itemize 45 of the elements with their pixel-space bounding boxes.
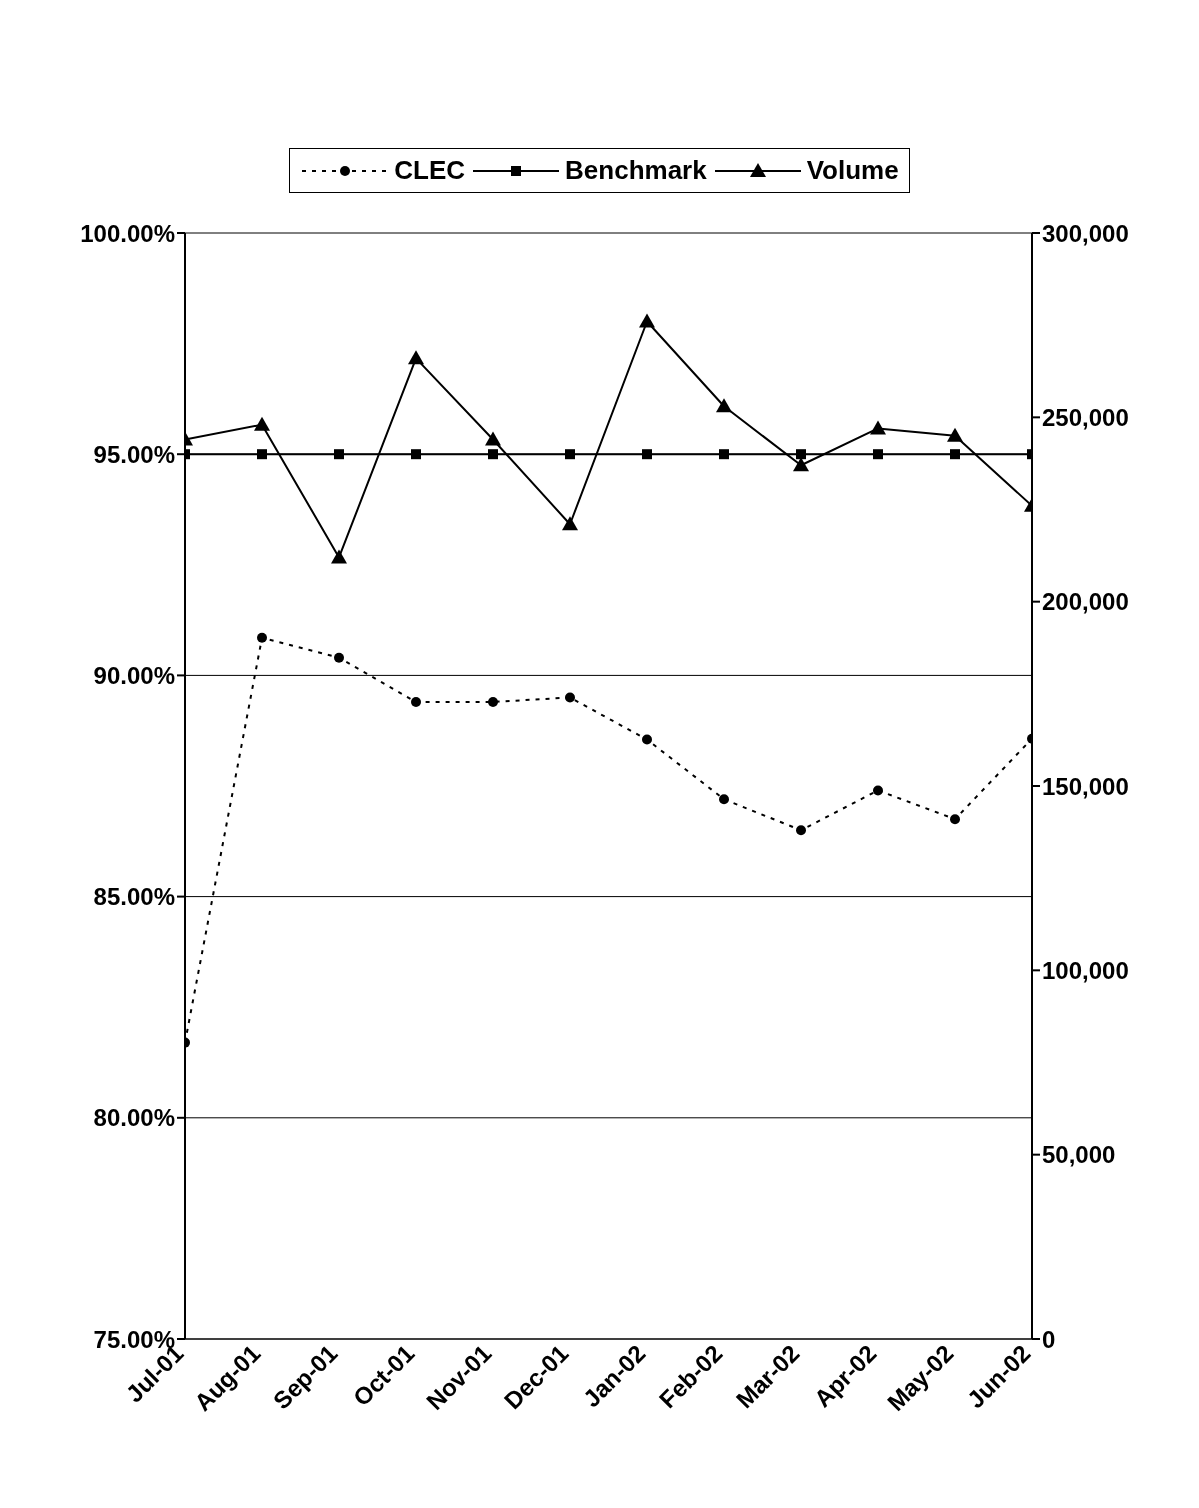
point: [488, 449, 498, 460]
point: [870, 420, 886, 435]
point: [642, 449, 652, 460]
y2-tick-label: 250,000: [1042, 403, 1129, 431]
point: [719, 794, 729, 805]
point: [873, 785, 883, 796]
y-tick-label: 85.00%: [93, 883, 175, 911]
point: [716, 398, 732, 413]
y-tick-label: 80.00%: [93, 1104, 175, 1132]
legend-label: Volume: [806, 155, 899, 186]
y-tick-label: 95.00%: [93, 440, 175, 468]
point: [642, 734, 652, 745]
point: [950, 449, 960, 460]
y2-tick-label: 200,000: [1042, 588, 1129, 616]
legend-label: Benchmark: [565, 155, 707, 186]
point: [719, 449, 729, 460]
point: [796, 825, 806, 836]
y2-tick-label: 50,000: [1042, 1141, 1116, 1169]
y-tick-label: 90.00%: [93, 661, 175, 689]
point: [639, 313, 655, 328]
point: [565, 692, 575, 703]
point: [411, 449, 421, 460]
point: [411, 696, 421, 707]
point: [334, 652, 344, 663]
y-tick-label: 100.00%: [80, 219, 175, 247]
y2-tick-label: 300,000: [1042, 219, 1129, 247]
point: [257, 449, 267, 460]
point: [254, 416, 270, 431]
legend-label: CLEC: [394, 155, 466, 186]
point: [796, 449, 806, 460]
y2-tick-label: 150,000: [1042, 772, 1129, 800]
y2-tick-label: 100,000: [1042, 956, 1129, 984]
point: [408, 350, 424, 365]
point: [562, 516, 578, 531]
point: [873, 449, 883, 460]
point: [257, 632, 267, 643]
point: [947, 427, 963, 442]
point: [488, 696, 498, 707]
point: [565, 449, 575, 460]
point: [334, 449, 344, 460]
point: [331, 549, 347, 564]
point: [793, 457, 809, 472]
point: [950, 814, 960, 825]
point: [485, 431, 501, 446]
y2-tick-label: 0: [1042, 1325, 1056, 1353]
